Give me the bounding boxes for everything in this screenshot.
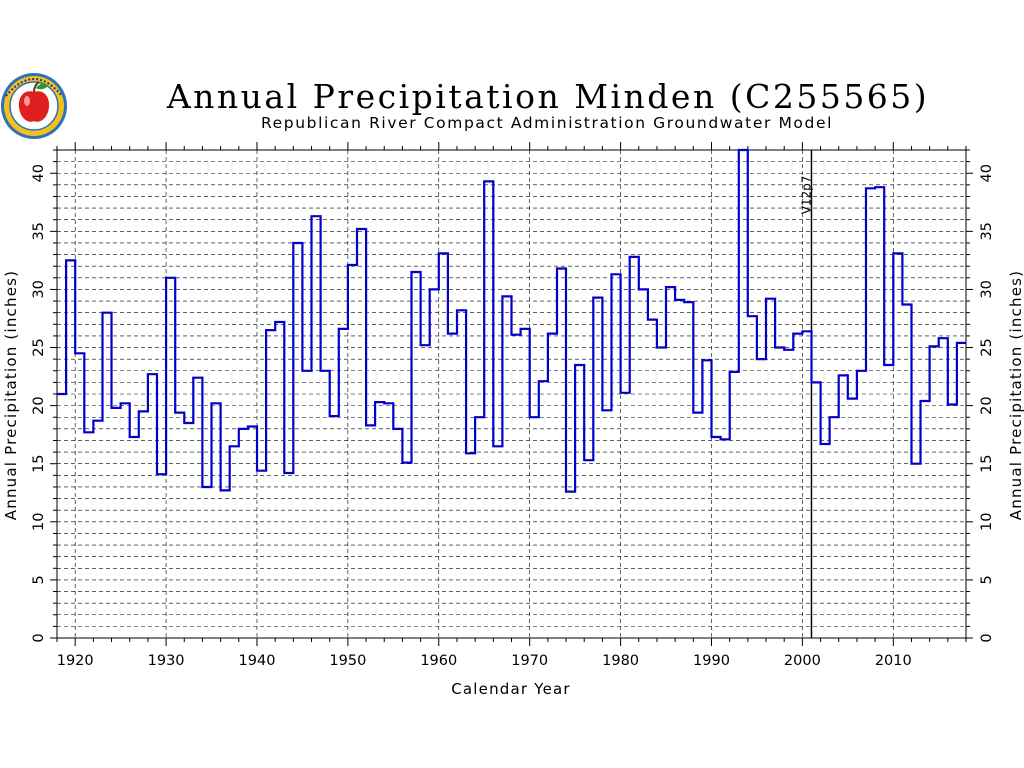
y-tick-label-right: 25 [979,338,995,356]
y-tick-label-right: 15 [979,454,995,472]
y-tick-label-right: 35 [979,222,995,240]
y-tick-label-right: 40 [979,164,995,182]
y-tick-label-left: 40 [31,164,47,182]
rrca-logo [1,73,67,139]
y-tick-label-left: 35 [31,222,47,240]
plot-area: 0 0 5 5 10 10 15 15 20 20 25 25 30 30 35 35 40 40 1920 1930… [31,142,995,669]
y-axis-title-right: Annual Precipitation (inches) [1007,270,1024,520]
x-tick-label: 1980 [602,653,639,669]
x-tick-label: 1950 [329,653,366,669]
y-tick-label-left: 0 [31,633,47,642]
x-tick-label: 1970 [511,653,548,669]
y-tick-label-right: 0 [979,633,995,642]
y-tick-label-left: 5 [31,575,47,584]
x-tick-label: 1960 [420,653,457,669]
y-tick-label-left: 25 [31,338,47,356]
precipitation-series-line [57,148,966,493]
x-tick-label: 2000 [784,653,821,669]
chart-title: Annual Precipitation Minden (C255565) [166,77,929,116]
y-tick-label-right: 5 [979,575,995,584]
y-tick-label-left: 10 [31,513,47,531]
y-tick-label-right: 10 [979,513,995,531]
x-tick-label: 1940 [239,653,276,669]
x-axis-title: Calendar Year [451,680,571,698]
x-tick-label: 1920 [57,653,94,669]
x-tick-label: 1990 [693,653,730,669]
annotation-label: V12p7 [799,176,813,215]
y-tick-label-right: 20 [979,396,995,414]
chart-subtitle: Republican River Compact Administration … [261,114,833,132]
x-tick-label: 2010 [875,653,912,669]
y-axis-title-left: Annual Precipitation (inches) [2,270,20,520]
y-tick-label-left: 15 [31,454,47,472]
x-tick-label: 1930 [148,653,185,669]
y-tick-label-left: 30 [31,280,47,298]
y-tick-label-left: 20 [31,396,47,414]
y-tick-label-right: 30 [979,280,995,298]
